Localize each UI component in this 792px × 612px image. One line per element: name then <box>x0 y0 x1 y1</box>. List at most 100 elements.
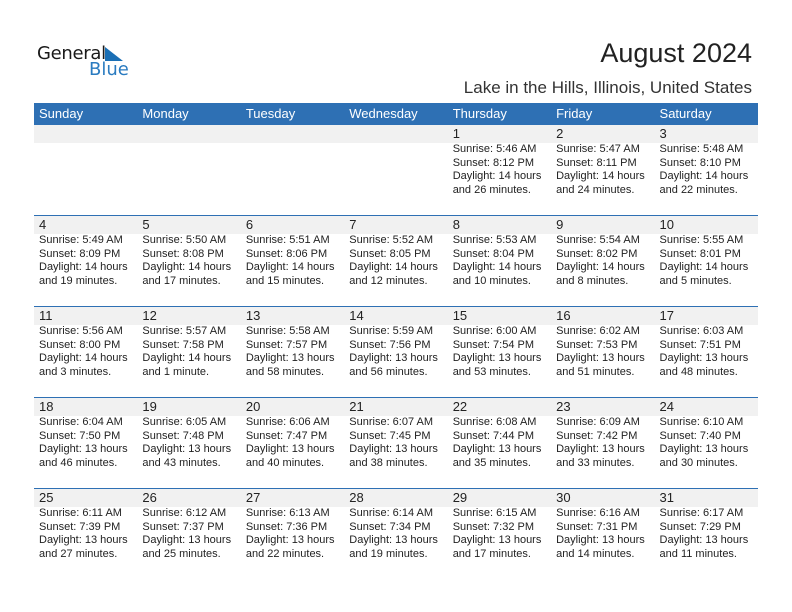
day-cell: 16 Sunrise: 6:02 AM Sunset: 7:53 PM Dayligh… <box>551 307 654 379</box>
daylight-duration-text: and 17 minutes. <box>452 547 531 560</box>
day-cell: 21 Sunrise: 6:07 AM Sunset: 7:45 PM Dayligh… <box>344 398 447 470</box>
sunrise-text: Sunrise: 6:08 AM <box>452 416 537 428</box>
day-cell: 31 Sunrise: 6:17 AM Sunset: 7:29 PM Dayligh… <box>655 489 758 561</box>
weekday-header: Sunday Monday Tuesday Wednesday Thursday Frid… <box>34 103 758 125</box>
daylight-duration-text: and 24 minutes. <box>556 183 635 196</box>
sunrise-text: Sunrise: 6:13 AM <box>245 507 330 519</box>
sunrise-text: Sunrise: 6:00 AM <box>452 325 537 337</box>
daylight-text: Daylight: 14 hours <box>245 261 335 273</box>
sunset-text: Sunset: 7:39 PM <box>39 520 121 533</box>
day-number: 17 <box>659 308 674 323</box>
day-number: 1 <box>452 126 460 141</box>
daylight-text: Daylight: 14 hours <box>142 261 232 273</box>
calendar-grid: Sunday Monday Tuesday Wednesday Thursday Frid… <box>34 103 758 579</box>
sunset-text: Sunset: 8:08 PM <box>142 247 224 260</box>
daylight-text: Daylight: 13 hours <box>245 443 335 455</box>
empty-cell <box>241 125 344 197</box>
daylight-duration-text: and 14 minutes. <box>556 547 635 560</box>
sunset-text: Sunset: 7:31 PM <box>556 520 638 533</box>
sunrise-text: Sunrise: 6:12 AM <box>142 507 227 519</box>
daylight-duration-text: and 40 minutes. <box>245 456 325 469</box>
weekday-thursday: Thursday <box>452 106 507 121</box>
day-number: 9 <box>556 217 564 232</box>
sunrise-text: Sunrise: 6:14 AM <box>349 507 434 519</box>
day-number: 3 <box>659 126 667 141</box>
daylight-duration-text: and 25 minutes. <box>142 547 221 560</box>
day-cell: 5 Sunrise: 5:50 AM Sunset: 8:08 PM Daylight… <box>137 216 240 288</box>
sunset-text: Sunset: 7:51 PM <box>659 338 741 351</box>
daylight-duration-text: and 8 minutes. <box>556 274 629 287</box>
sunset-text: Sunset: 7:40 PM <box>659 429 741 442</box>
sunset-text: Sunset: 7:47 PM <box>245 429 328 442</box>
sunset-text: Sunset: 7:50 PM <box>39 429 121 442</box>
sunset-text: Sunset: 8:02 PM <box>556 247 638 260</box>
day-number: 25 <box>39 490 54 505</box>
daylight-duration-text: and 53 minutes. <box>452 365 531 378</box>
daylight-text: Daylight: 14 hours <box>659 261 749 273</box>
day-number: 15 <box>452 308 468 323</box>
day-cell: 8 Sunrise: 5:53 AM Sunset: 8:04 PM Daylight… <box>448 216 551 288</box>
sunrise-text: Sunrise: 5:58 AM <box>245 325 330 337</box>
daylight-duration-text: and 51 minutes. <box>556 365 635 378</box>
daylight-duration-text: and 30 minutes. <box>659 456 738 469</box>
sunset-text: Sunset: 7:48 PM <box>142 429 224 442</box>
day-cell: 23 Sunrise: 6:09 AM Sunset: 7:42 PM Dayligh… <box>551 398 654 470</box>
daylight-text: Daylight: 13 hours <box>452 352 542 364</box>
day-number: 10 <box>659 217 674 232</box>
daylight-text: Daylight: 14 hours <box>452 170 542 182</box>
daylight-text: Daylight: 14 hours <box>659 170 749 182</box>
sunrise-text: Sunrise: 5:51 AM <box>245 234 330 246</box>
daylight-text: Daylight: 13 hours <box>556 534 645 546</box>
sunrise-text: Sunrise: 5:56 AM <box>39 325 123 337</box>
daylight-duration-text: and 5 minutes. <box>659 274 732 287</box>
date-strip <box>34 489 758 507</box>
day-cell: 28 Sunrise: 6:14 AM Sunset: 7:34 PM Dayligh… <box>344 489 447 561</box>
daylight-duration-text: and 19 minutes. <box>39 274 118 287</box>
sunset-text: Sunset: 7:58 PM <box>142 338 224 351</box>
sunrise-text: Sunrise: 6:15 AM <box>452 507 537 519</box>
sunrise-text: Sunrise: 5:57 AM <box>142 325 227 337</box>
daylight-text: Daylight: 14 hours <box>452 261 542 273</box>
sunrise-text: Sunrise: 6:03 AM <box>659 325 744 337</box>
daylight-text: Daylight: 14 hours <box>556 170 645 182</box>
week-row: 11 Sunrise: 5:56 AM Sunset: 8:00 PM Dayligh… <box>34 306 758 397</box>
day-cell: 1 Sunrise: 5:46 AM Sunset: 8:12 PM Daylight… <box>448 125 551 197</box>
day-number: 29 <box>452 490 468 505</box>
weekday-sunday: Sunday <box>39 106 84 121</box>
day-number: 14 <box>349 308 364 323</box>
sunrise-text: Sunrise: 6:04 AM <box>39 416 123 428</box>
day-cell: 4 Sunrise: 5:49 AM Sunset: 8:09 PM Daylight… <box>34 216 137 288</box>
sunrise-text: Sunrise: 6:06 AM <box>245 416 330 428</box>
daylight-duration-text: and 19 minutes. <box>349 547 428 560</box>
sunset-text: Sunset: 8:10 PM <box>659 156 741 169</box>
day-number: 28 <box>349 490 364 505</box>
day-cell: 30 Sunrise: 6:16 AM Sunset: 7:31 PM Dayligh… <box>551 489 654 561</box>
daylight-text: Daylight: 13 hours <box>142 443 232 455</box>
day-cell: 19 Sunrise: 6:05 AM Sunset: 7:48 PM Dayligh… <box>137 398 240 470</box>
day-number: 6 <box>245 217 254 232</box>
week-row: 4 Sunrise: 5:49 AM Sunset: 8:09 PM Daylight… <box>34 215 758 306</box>
day-cell: 10 Sunrise: 5:55 AM Sunset: 8:01 PM Dayligh… <box>655 216 758 288</box>
daylight-text: Daylight: 13 hours <box>659 534 749 546</box>
daylight-duration-text: and 22 minutes. <box>245 547 325 560</box>
sunset-text: Sunset: 7:57 PM <box>245 338 328 351</box>
day-number: 23 <box>556 399 571 414</box>
daylight-duration-text: and 38 minutes. <box>349 456 428 469</box>
sunset-text: Sunset: 8:04 PM <box>452 247 535 260</box>
sunrise-text: Sunrise: 6:11 AM <box>39 507 122 519</box>
logo: General Blue <box>37 43 137 83</box>
day-number: 27 <box>245 490 261 505</box>
daylight-duration-text: and 17 minutes. <box>142 274 221 287</box>
sunrise-text: Sunrise: 6:09 AM <box>556 416 640 428</box>
date-strip <box>34 216 758 234</box>
sunrise-text: Sunrise: 6:05 AM <box>142 416 227 428</box>
day-cell: 14 Sunrise: 5:59 AM Sunset: 7:56 PM Dayligh… <box>344 307 447 379</box>
sunset-text: Sunset: 8:11 PM <box>556 156 637 169</box>
daylight-text: Daylight: 13 hours <box>452 534 542 546</box>
daylight-text: Daylight: 13 hours <box>142 534 232 546</box>
sunset-text: Sunset: 7:29 PM <box>659 520 741 533</box>
sunrise-text: Sunrise: 5:49 AM <box>39 234 123 246</box>
date-strip <box>34 398 758 416</box>
daylight-duration-text: and 27 minutes. <box>39 547 118 560</box>
empty-cell <box>34 125 137 197</box>
